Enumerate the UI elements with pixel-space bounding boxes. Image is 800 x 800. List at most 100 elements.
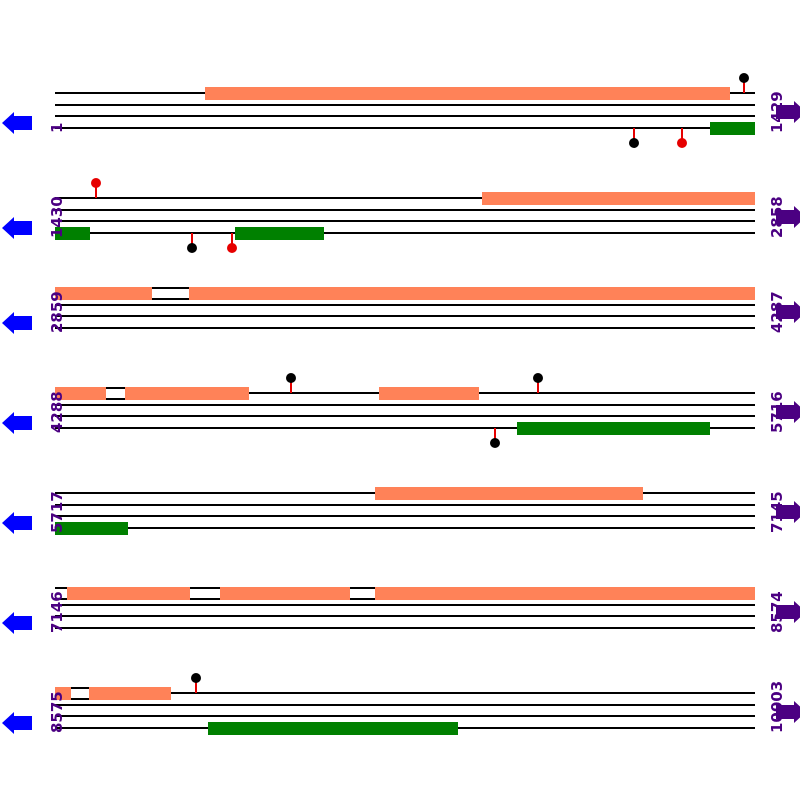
reading-frame-line	[55, 427, 755, 429]
reading-frame-line	[55, 415, 755, 417]
pin-stem	[290, 381, 292, 393]
orf-segment-orange[interactable]	[67, 587, 190, 600]
reverse-strand-arrow-icon[interactable]	[2, 312, 36, 342]
reading-frame-line	[55, 220, 755, 222]
sequence-row[interactable]: 1430 2858	[0, 178, 800, 288]
reverse-strand-arrow-icon[interactable]	[2, 217, 36, 247]
orf-segment-orange[interactable]	[55, 287, 152, 300]
row-end-coordinate: 2858	[768, 196, 786, 238]
row-end-coordinate: 8574	[768, 591, 786, 633]
row-end-coordinate: 7145	[768, 491, 786, 533]
forward-strand-arrow-icon[interactable]	[776, 501, 800, 531]
orf-segment-orange[interactable]	[205, 87, 730, 100]
forward-strand-arrow-icon[interactable]	[776, 301, 800, 331]
pin-head	[91, 178, 101, 188]
orf-gap-segment[interactable]	[106, 387, 125, 400]
pin-stem	[681, 128, 683, 140]
reading-frame-line	[55, 209, 755, 211]
row-start-coordinate: 1430	[48, 196, 66, 238]
pin-head	[227, 243, 237, 253]
reverse-strand-arrow-icon[interactable]	[2, 112, 36, 142]
reading-frame-line	[55, 315, 755, 317]
reverse-strand-arrow-icon[interactable]	[2, 712, 36, 742]
forward-strand-arrow-icon[interactable]	[776, 401, 800, 431]
sequence-row[interactable]: 8575 10003	[0, 673, 800, 783]
pin-stem	[95, 186, 97, 198]
pin-stem	[743, 81, 745, 93]
orf-gap-segment[interactable]	[71, 687, 89, 700]
pin-head	[677, 138, 687, 148]
reading-frame-line	[55, 715, 755, 717]
reverse-strand-arrow-icon[interactable]	[2, 612, 36, 642]
orf-segment-green[interactable]	[55, 522, 128, 535]
reading-frame-line	[55, 692, 755, 694]
reading-frame-line	[55, 704, 755, 706]
orf-segment-green[interactable]	[517, 422, 710, 435]
orf-gap-segment[interactable]	[350, 587, 375, 600]
reading-frame-line	[55, 515, 755, 517]
reading-frame-line	[55, 232, 755, 234]
orf-segment-green[interactable]	[208, 722, 458, 735]
orf-segment-orange[interactable]	[55, 387, 106, 400]
orf-segment-green[interactable]	[235, 227, 324, 240]
pin-head	[533, 373, 543, 383]
forward-strand-arrow-icon[interactable]	[776, 206, 800, 236]
orf-segment-orange[interactable]	[375, 487, 643, 500]
pin-head	[286, 373, 296, 383]
orf-segment-green[interactable]	[710, 122, 755, 135]
reverse-strand-arrow-icon[interactable]	[2, 412, 36, 442]
sequence-row[interactable]: 1 1429	[0, 73, 800, 183]
pin-stem	[494, 428, 496, 440]
row-start-coordinate: 4288	[48, 391, 66, 433]
row-start-coordinate: 1	[48, 122, 66, 133]
orf-segment-orange[interactable]	[125, 387, 249, 400]
pin-head	[490, 438, 500, 448]
pin-head	[187, 243, 197, 253]
orf-segment-orange[interactable]	[189, 287, 755, 300]
reading-frame-line	[55, 604, 755, 606]
sequence-row[interactable]: 2859 4287	[0, 278, 800, 383]
row-start-coordinate: 7146	[48, 591, 66, 633]
reading-frame-line	[55, 127, 755, 129]
row-start-coordinate: 5717	[48, 491, 66, 533]
orf-gap-segment[interactable]	[190, 587, 220, 600]
sequence-row[interactable]: 4288 5716	[0, 373, 800, 483]
reading-frame-line	[55, 504, 755, 506]
row-end-coordinate: 10003	[768, 680, 786, 733]
pin-stem	[191, 233, 193, 245]
orf-segment-orange[interactable]	[220, 587, 350, 600]
orf-segment-orange[interactable]	[379, 387, 479, 400]
pin-stem	[537, 381, 539, 393]
reading-frame-line	[55, 304, 755, 306]
row-start-coordinate: 8575	[48, 691, 66, 733]
sequence-row[interactable]: 7146 8574	[0, 578, 800, 683]
reading-frame-line	[55, 197, 755, 199]
sequence-row[interactable]: 5717 7145	[0, 478, 800, 583]
pin-stem	[195, 681, 197, 693]
pin-head	[191, 673, 201, 683]
reading-frame-line	[55, 327, 755, 329]
orf-gap-segment[interactable]	[152, 287, 189, 300]
row-end-coordinate: 1429	[768, 91, 786, 133]
reading-frame-line	[55, 627, 755, 629]
orf-segment-orange[interactable]	[55, 687, 71, 700]
orf-segment-orange[interactable]	[89, 687, 171, 700]
row-end-coordinate: 5716	[768, 391, 786, 433]
frame-track	[55, 197, 755, 237]
orf-segment-orange[interactable]	[375, 587, 755, 600]
forward-strand-arrow-icon[interactable]	[776, 601, 800, 631]
reading-frame-line	[55, 615, 755, 617]
reading-frame-line	[55, 115, 755, 117]
reading-frame-line	[55, 104, 755, 106]
orf-gap-segment[interactable]	[55, 587, 67, 600]
forward-strand-arrow-icon[interactable]	[776, 101, 800, 131]
reading-frame-line	[55, 527, 755, 529]
orf-segment-orange[interactable]	[482, 192, 755, 205]
pin-head	[739, 73, 749, 83]
reverse-strand-arrow-icon[interactable]	[2, 512, 36, 542]
forward-strand-arrow-icon[interactable]	[776, 701, 800, 731]
pin-head	[629, 138, 639, 148]
orf-segment-green[interactable]	[55, 227, 90, 240]
pin-stem	[231, 233, 233, 245]
